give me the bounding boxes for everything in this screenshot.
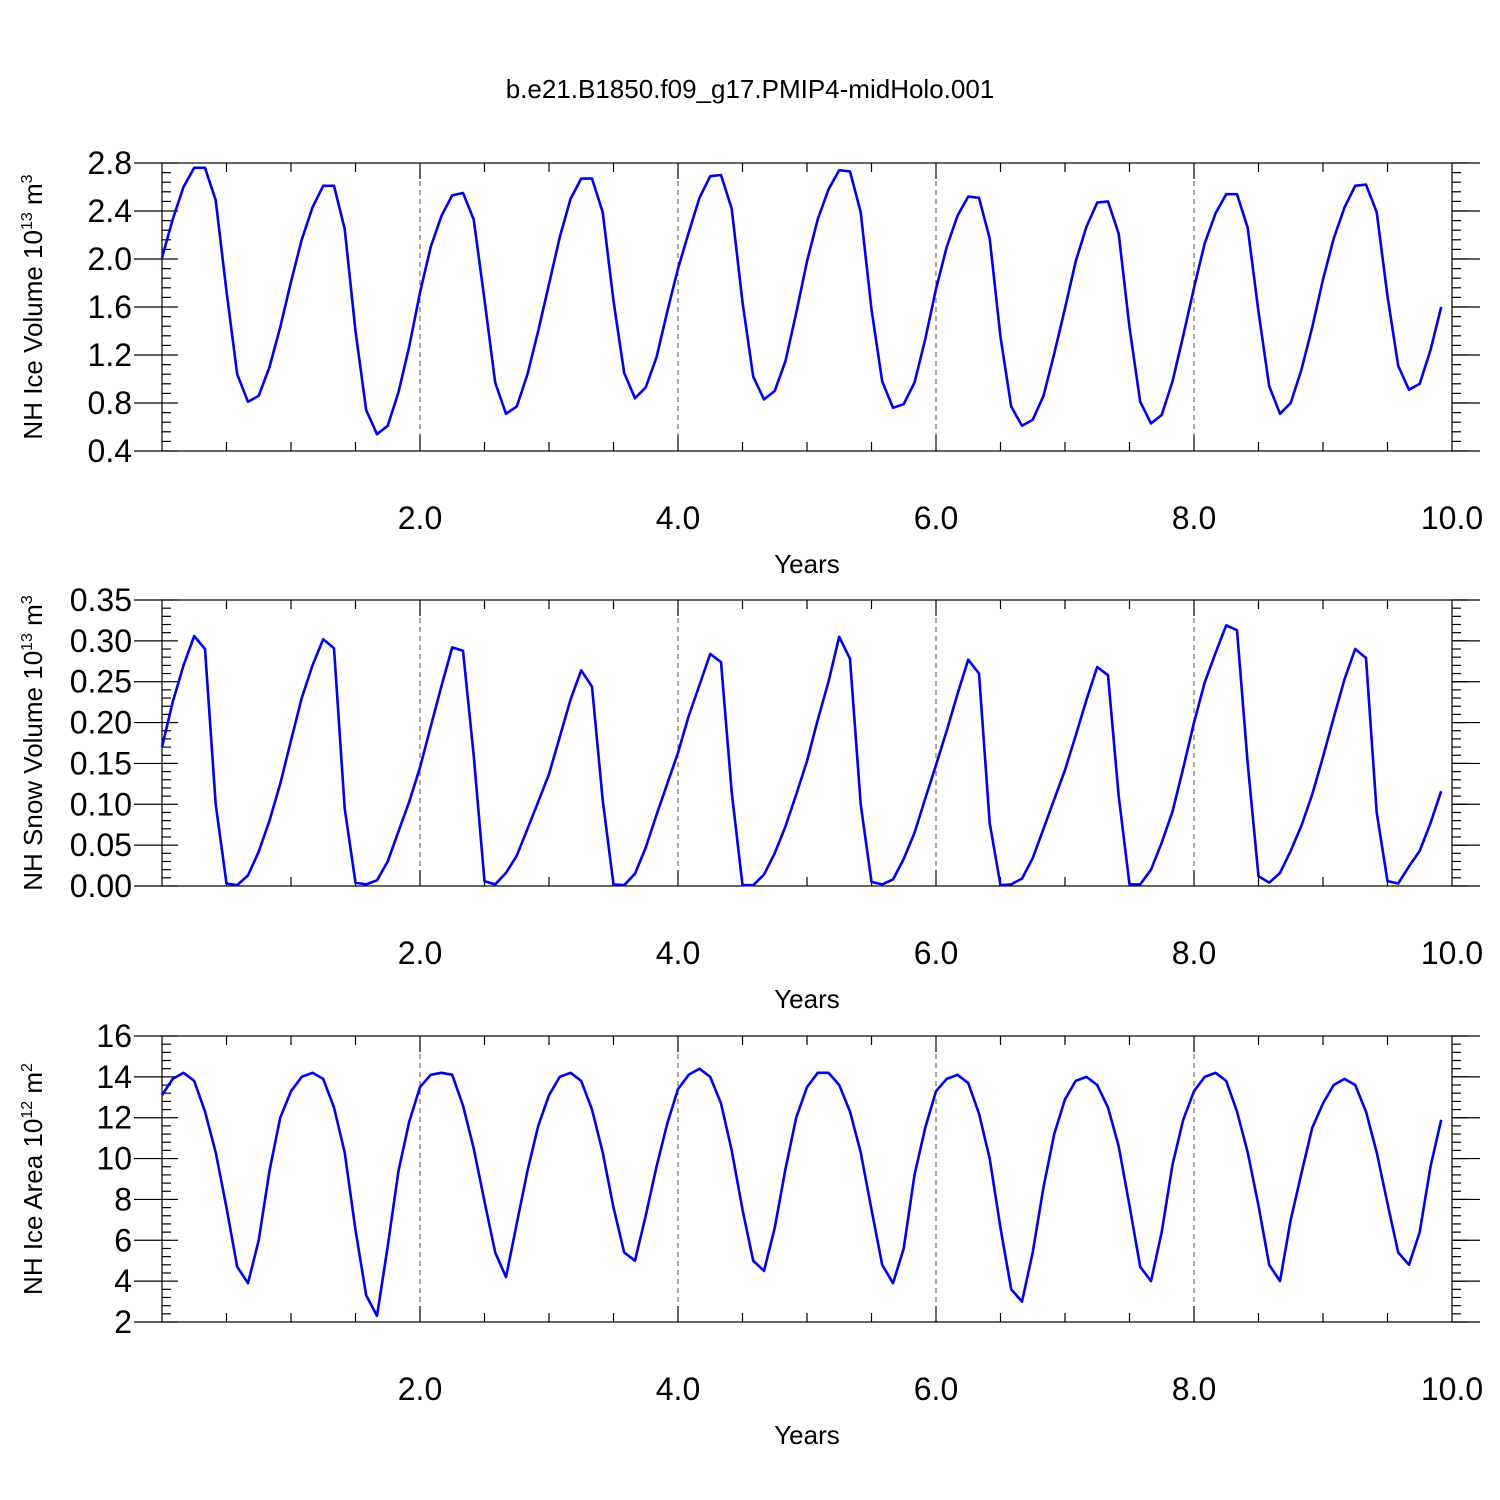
snow-volume-xtick-label-0: 2.0 [398,935,442,971]
snow-volume-series-line-0 [160,623,1443,887]
snow-volume-ytick-label-7: 0.35 [70,582,132,618]
ice-area-series-line-0 [160,1067,1443,1318]
snow-volume-xlabel: Years [774,984,840,1014]
ice-volume-series-line-0 [160,166,1443,436]
ice-area-xtick-label-2: 6.0 [914,1371,958,1407]
ice-volume-ytick-label-5: 2.4 [88,193,132,229]
ice-volume-frame [161,162,1453,452]
ice-volume-ytick-label-2: 1.2 [88,337,132,373]
ice-volume-xtick-label-0: 2.0 [398,500,442,536]
ice-area-ytick-label-7: 16 [96,1018,132,1054]
ice-volume-xlabel: Years [774,549,840,579]
ice-area-xlabel: Years [774,1420,840,1450]
ice-area-ylabel: NH Ice Area 1012 m2 [18,1063,48,1295]
ice-volume-ytick-label-3: 1.6 [88,289,132,325]
ice-volume-xtick-label-2: 6.0 [914,500,958,536]
snow-volume-ytick-label-4: 0.20 [70,705,132,741]
ice-area-ytick-label-0: 2 [114,1304,132,1340]
ice-area-ytick-label-1: 4 [114,1263,132,1299]
ice-area-xtick-label-1: 4.0 [656,1371,700,1407]
ice-area-ytick-label-6: 14 [96,1059,132,1095]
ice-volume-ylabel: NH Ice Volume 1013 m3 [18,174,48,439]
ice-volume-xtick-label-4: 10.0 [1421,500,1483,536]
snow-volume-xtick-label-3: 8.0 [1172,935,1216,971]
snow-volume-ytick-label-0: 0.00 [70,868,132,904]
snow-volume-xtick-label-1: 4.0 [656,935,700,971]
snow-volume-ytick-label-5: 0.25 [70,664,132,700]
ice-area-ytick-label-2: 6 [114,1222,132,1258]
snow-volume-ytick-label-6: 0.30 [70,623,132,659]
snow-volume-ytick-label-2: 0.10 [70,786,132,822]
snow-volume-ytick-label-1: 0.05 [70,827,132,863]
ice-volume-ytick-label-1: 0.8 [88,385,132,421]
snow-volume-ytick-label-3: 0.15 [70,745,132,781]
ice-volume-xtick-label-1: 4.0 [656,500,700,536]
ice-area-ytick-label-4: 10 [96,1141,132,1177]
ice-volume-ytick-label-0: 0.4 [88,433,132,469]
snow-volume-ylabel: NH Snow Volume 1013 m3 [18,595,48,891]
ice-volume-ytick-label-4: 2.0 [88,241,132,277]
ice-volume-xtick-label-3: 8.0 [1172,500,1216,536]
ice-volume-ytick-label-6: 2.8 [88,145,132,181]
ice-area-xtick-label-4: 10.0 [1421,1371,1483,1407]
ice-area-xtick-label-3: 8.0 [1172,1371,1216,1407]
chart-title: b.e21.B1850.f09_g17.PMIP4-midHolo.001 [506,74,995,104]
panel-ice-volume: 0.4 0.8 1.2 1.6 2.0 2.4 2.8 2.0 4.0 6.0 8.0 10.0 Yea… [18,145,1483,579]
ice-area-ytick-label-5: 12 [96,1100,132,1136]
ice-area-frame [161,1035,1453,1323]
panel-snow-volume: 0.00 0.05 0.10 0.15 0.20 0.25 0.30 0.35 2.0 4.0 6.… [18,582,1483,1014]
ice-area-xtick-label-0: 2.0 [398,1371,442,1407]
panel-ice-area: 2 4 6 8 10 12 14 16 2.0 4.0 6.0 8.0 10.0 Years NH Ice … [18,1018,1483,1450]
snow-volume-xtick-label-4: 10.0 [1421,935,1483,971]
snow-volume-xtick-label-2: 6.0 [914,935,958,971]
ice-area-ytick-label-3: 8 [114,1181,132,1217]
